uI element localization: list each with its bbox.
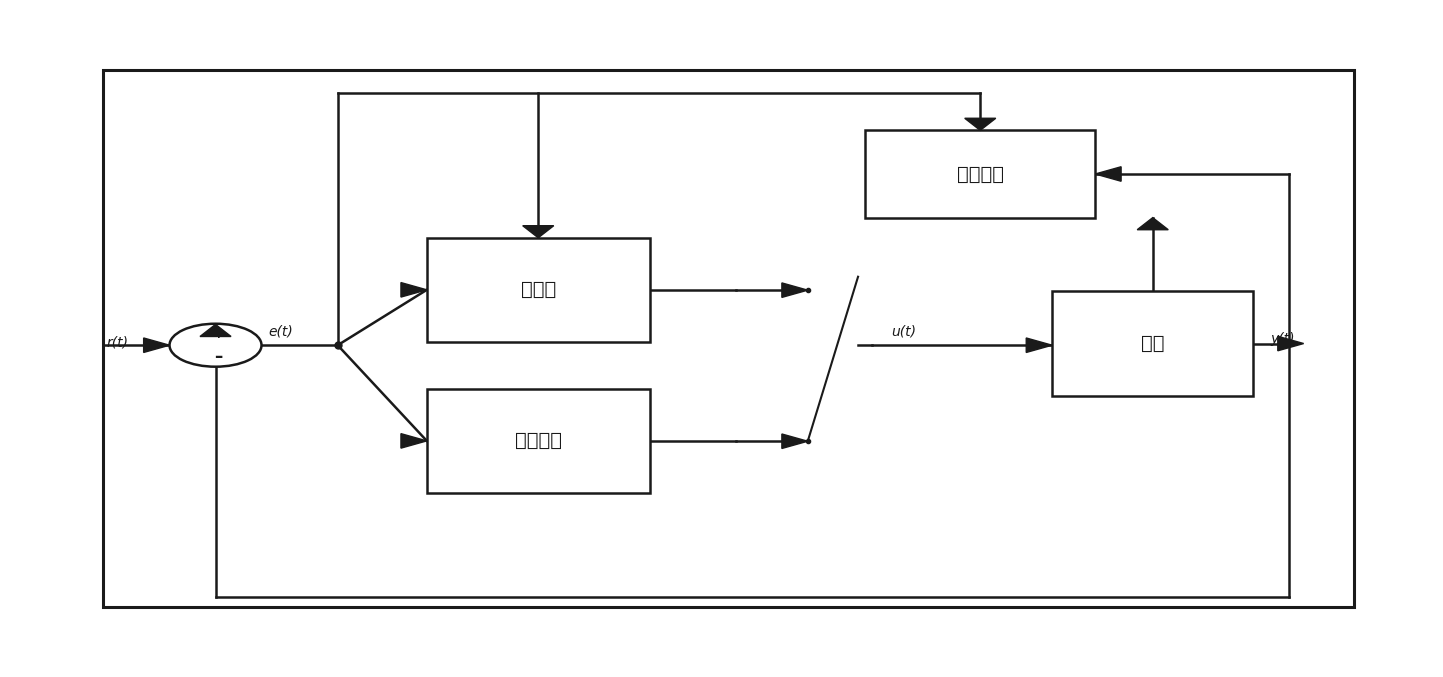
- Polygon shape: [401, 434, 427, 448]
- Text: 整定模块: 整定模块: [957, 165, 1004, 183]
- Bar: [104, 70, 1354, 607]
- Text: 对象: 对象: [1141, 334, 1165, 353]
- Text: u(t): u(t): [892, 325, 916, 338]
- Text: e(t): e(t): [268, 325, 293, 338]
- Bar: [866, 131, 1095, 217]
- Text: 继电模块: 继电模块: [515, 431, 561, 450]
- Polygon shape: [1278, 336, 1303, 351]
- Polygon shape: [1137, 217, 1169, 230]
- Text: r(t): r(t): [107, 336, 128, 349]
- Polygon shape: [1095, 167, 1121, 181]
- Polygon shape: [782, 434, 808, 448]
- Text: 控制器: 控制器: [521, 280, 556, 299]
- Bar: [1052, 292, 1254, 395]
- Circle shape: [169, 324, 261, 367]
- Bar: [427, 389, 649, 493]
- Polygon shape: [401, 282, 427, 297]
- Bar: [427, 238, 649, 342]
- Polygon shape: [782, 283, 808, 297]
- Polygon shape: [522, 225, 554, 238]
- Polygon shape: [965, 118, 996, 131]
- Polygon shape: [144, 338, 169, 353]
- Text: y(t): y(t): [1271, 332, 1296, 345]
- Text: +: +: [212, 328, 224, 341]
- Polygon shape: [201, 324, 231, 336]
- Polygon shape: [1026, 338, 1052, 353]
- Text: –: –: [214, 348, 222, 366]
